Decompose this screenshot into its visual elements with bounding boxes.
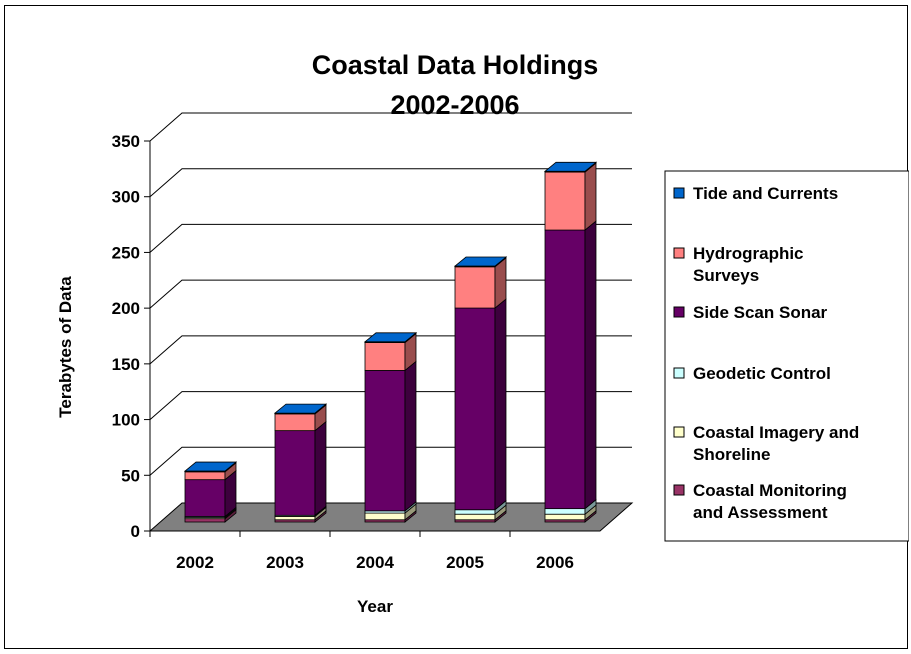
bar-top (543, 161, 598, 172)
y-tick-label: 0 (131, 522, 140, 541)
legend-label: Shoreline (693, 445, 770, 464)
bar-front (454, 509, 496, 515)
x-tick-label: 2002 (176, 553, 214, 572)
legend-swatch (673, 247, 685, 259)
bar-front (544, 513, 586, 521)
legend: Tide and Currents Hydrographic Surveys Side… (664, 170, 909, 542)
bar-front (454, 266, 496, 309)
legend-label: Tide and Currents (693, 184, 838, 203)
legend-item: Side Scan Sonar (673, 303, 828, 322)
chart-frame: Coastal Data Holdings 2002-2006 Terabyte… (4, 5, 909, 649)
bar-segment (273, 403, 328, 415)
y-tick-label: 200 (112, 299, 140, 318)
gridline (149, 223, 632, 253)
legend-label: Coastal Imagery and (693, 423, 859, 442)
legend-item: Geodetic Control (673, 364, 831, 383)
legend-box (664, 170, 909, 542)
legend-swatch (673, 367, 685, 379)
bar-segment (544, 162, 597, 231)
y-tick-label: 300 (112, 188, 140, 207)
bar-front (364, 370, 406, 512)
bar-side (494, 298, 507, 511)
bar-side (404, 360, 417, 512)
chart-title: Coastal Data Holdings (312, 50, 599, 80)
bar-top (453, 256, 508, 267)
x-axis-title: Year (357, 597, 393, 616)
bar-front (544, 171, 586, 231)
bar-segment (274, 420, 327, 517)
bar-top (363, 332, 418, 343)
bar-top (273, 403, 328, 414)
y-tick-label: 100 (112, 411, 140, 430)
bar-front (364, 512, 406, 521)
gridline (149, 168, 632, 198)
bar-front (274, 430, 316, 516)
gridline (149, 112, 632, 142)
y-tick-label: 250 (112, 243, 140, 262)
bar-front (184, 479, 226, 517)
bar-front (544, 508, 586, 515)
bar-segment (183, 461, 238, 473)
legend-item: Hydrographic Surveys (673, 244, 804, 285)
bar-segment (364, 332, 417, 372)
legend-item: Tide and Currents (673, 184, 838, 203)
bar-segment (453, 256, 508, 268)
plot-area: 0 50 100 150 200 250 300 350 2002 2003 2004 2005 200… (112, 112, 634, 572)
y-tick-label: 50 (121, 466, 140, 485)
bar-front (184, 518, 226, 523)
chart: Coastal Data Holdings 2002-2006 Terabyte… (56, 50, 909, 616)
legend-swatch (673, 187, 685, 199)
x-tick-label: 2003 (266, 553, 304, 572)
bar-segment (454, 256, 507, 309)
bar-side (584, 162, 597, 231)
legend-swatch (673, 306, 685, 318)
bar-segment (364, 360, 417, 512)
y-tick-label: 350 (112, 132, 140, 151)
y-axis-title: Terabytes of Data (56, 276, 75, 418)
x-tick-label: 2005 (446, 553, 484, 572)
bar-segment (544, 220, 597, 510)
x-tick-label: 2004 (356, 553, 394, 572)
bar-segment (363, 331, 418, 344)
legend-label: Coastal Monitoring (693, 481, 847, 500)
bar-front (454, 513, 496, 521)
y-tick-label: 150 (112, 355, 140, 374)
bar-front (454, 307, 496, 511)
legend-swatch (673, 484, 685, 496)
legend-label: Hydrographic (693, 244, 804, 263)
bar-top (183, 461, 238, 472)
legend-swatch (673, 426, 685, 438)
bar-front (544, 229, 586, 510)
legend-label: and Assessment (693, 503, 828, 522)
bar-front (364, 342, 406, 371)
x-tick-label: 2006 (536, 553, 574, 572)
bar-side (584, 220, 597, 510)
bar-side (314, 420, 327, 517)
legend-label: Geodetic Control (693, 364, 831, 383)
legend-item: Coastal Imagery and Shoreline (673, 423, 859, 464)
bar-segment (364, 509, 417, 523)
legend-item: Coastal Monitoring and Assessment (673, 481, 847, 522)
bar-front (274, 516, 316, 521)
legend-label: Surveys (693, 266, 759, 285)
bar-front (184, 471, 226, 481)
bar-front (274, 413, 316, 432)
bar-segment (543, 161, 598, 173)
bar-segment (454, 298, 507, 511)
chart-subtitle: 2002-2006 (390, 90, 519, 120)
legend-label: Side Scan Sonar (693, 303, 828, 322)
